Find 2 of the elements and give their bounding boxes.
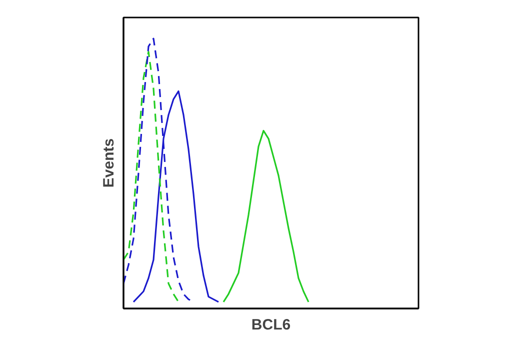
y-axis-title: Events xyxy=(100,138,118,188)
x-axis-title: BCL6 xyxy=(251,316,291,334)
